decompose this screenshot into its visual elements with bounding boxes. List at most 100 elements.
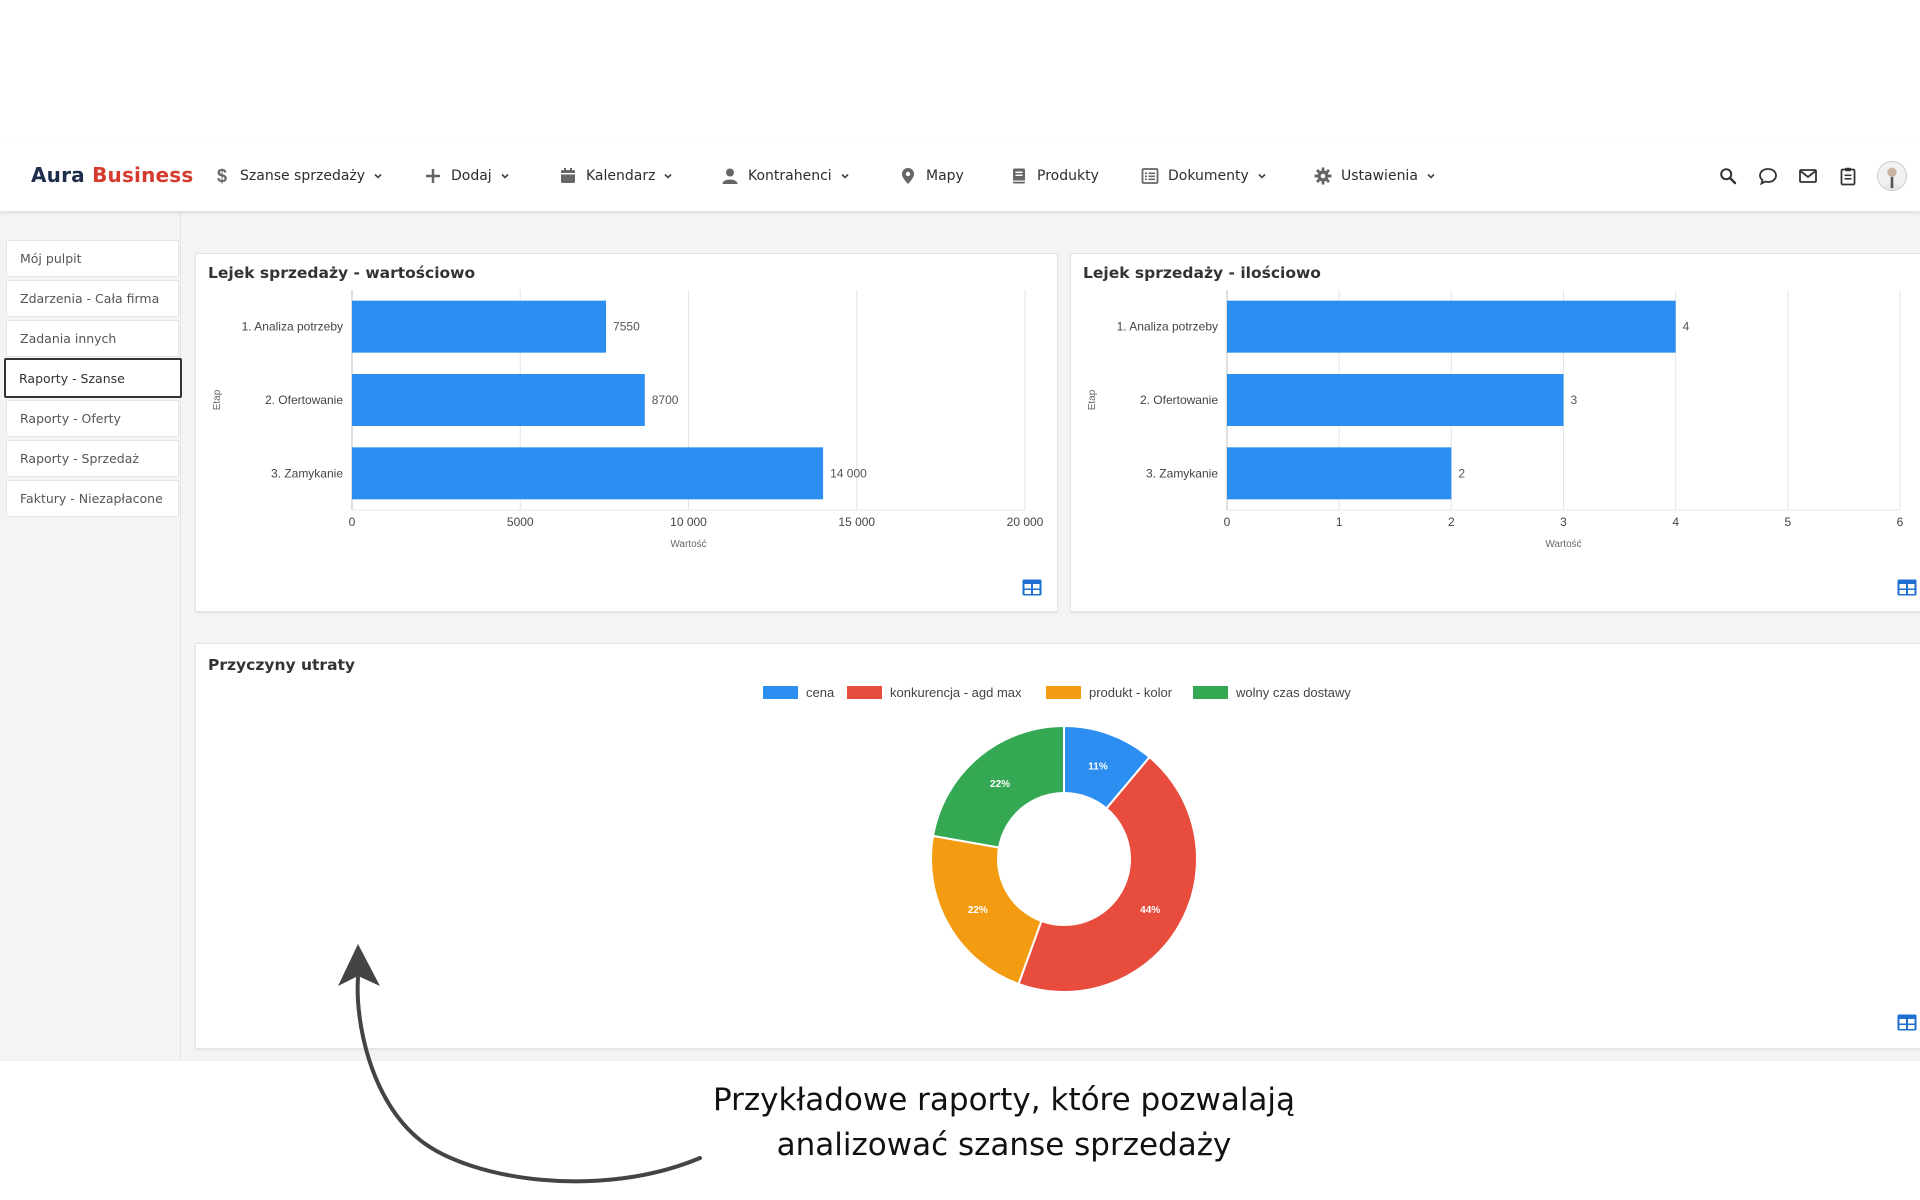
nav-label: Mapy [926, 168, 964, 184]
avatar[interactable] [1877, 161, 1907, 191]
slice-label: 44% [1140, 905, 1160, 916]
donut-slice [1017, 755, 1198, 993]
category-label: 1. Analiza potrzeby [1117, 320, 1218, 334]
wartosc-bar [352, 300, 607, 353]
ilosc-bar [1227, 374, 1564, 426]
donut-chart-przyczyny-utraty: cena konkurencja - agd max produkt - kolor… [763, 685, 1351, 993]
nav-dokumenty[interactable]: Dokumenty [1140, 163, 1267, 189]
plus-icon [423, 166, 443, 186]
sidebar-item-label: Faktury - Niezapłacone [20, 491, 163, 506]
nav-kontrahenci[interactable]: Kontrahenci [720, 163, 850, 189]
bar-chart-ilosciowo: 0 1 2 3 4 5 6 1. Analiza potrzeby 4 2. Ofertowani… [1087, 290, 1904, 550]
wartosc-bar [352, 374, 645, 426]
category-label: 1. Analiza potrzeby [242, 320, 343, 334]
chevron-down-icon [500, 171, 510, 181]
sidebar-item-zdarzenia[interactable]: Zdarzenia - Cała firma [6, 280, 179, 317]
chevron-down-icon [373, 171, 383, 181]
sidebar-item-raporty-szanse[interactable]: Raporty - Szanse [4, 358, 182, 398]
nav-label: Dokumenty [1168, 168, 1249, 184]
wartosc-bar [352, 447, 824, 500]
table-view-icon[interactable] [1897, 1014, 1917, 1036]
x-tick-label: 2 [1448, 515, 1455, 529]
sidebar-item-zadania-innych[interactable]: Zadania innych [6, 320, 179, 357]
nav-mapy[interactable]: Mapy [898, 163, 964, 189]
chart-card-ilosciowo: Lejek sprzedaży - ilościowo 0 1 2 3 4 5 6 1. An… [1070, 253, 1920, 612]
donut-slice [930, 834, 1043, 986]
sidebar-item-raporty-sprzedaz[interactable]: Raporty - Sprzedaż [6, 440, 179, 477]
card-title: Lejek sprzedaży - wartościowo [208, 264, 476, 282]
slice-label: 22% [990, 779, 1010, 790]
value-label: 8700 [652, 393, 679, 407]
chat-icon[interactable] [1755, 163, 1781, 189]
x-tick-label: 6 [1897, 515, 1904, 529]
ilosc-bar [1227, 300, 1676, 353]
legend-label: produkt - kolor [1089, 685, 1173, 700]
chevron-down-icon [1257, 171, 1267, 181]
sidebar-item-label: Zdarzenia - Cała firma [20, 291, 160, 306]
top-navbar: Aura Business $ Szanse sprzedaży Dodaj K… [0, 141, 1920, 211]
legend-swatch [847, 686, 882, 699]
x-tick-label: 15 000 [838, 515, 875, 529]
search-icon[interactable] [1715, 163, 1741, 189]
x-tick-label: 10 000 [670, 515, 707, 529]
clipboard-icon[interactable] [1835, 163, 1861, 189]
sidebar-item-label: Raporty - Sprzedaż [20, 451, 139, 466]
category-label: 2. Ofertowanie [265, 393, 343, 407]
card-title: Lejek sprzedaży - ilościowo [1083, 264, 1321, 282]
legend-swatch [1193, 686, 1228, 699]
sidebar-item-faktury-niezaplacone[interactable]: Faktury - Niezapłacone [6, 480, 179, 517]
map-pin-icon [898, 166, 918, 186]
nav-label: Ustawienia [1341, 168, 1418, 184]
nav-label: Kontrahenci [748, 168, 832, 184]
value-label: 7550 [613, 320, 640, 334]
mail-icon[interactable] [1795, 163, 1821, 189]
nav-ustawienia[interactable]: Ustawienia [1313, 163, 1436, 189]
nav-label: Szanse sprzedaży [240, 168, 366, 184]
legend-label: cena [806, 685, 835, 700]
gear-icon [1313, 166, 1333, 186]
chart-card-przyczyny-utraty: Przyczyny utraty cena konkurencja - agd m… [195, 643, 1920, 1049]
x-axis-title: Wartość [1545, 539, 1581, 550]
legend-label: konkurencja - agd max [890, 685, 1022, 700]
table-view-icon[interactable] [1897, 579, 1917, 601]
slice-label: 11% [1088, 762, 1108, 773]
legend-swatch [763, 686, 798, 699]
nav-kalendarz[interactable]: Kalendarz [558, 163, 673, 189]
legend-label: wolny czas dostawy [1235, 685, 1351, 700]
x-tick-label: 0 [349, 515, 356, 529]
sidebar-item-moj-pulpit[interactable]: Mój pulpit [6, 240, 179, 277]
x-tick-label: 5 [1784, 515, 1791, 529]
caption: Przykładowe raporty, które pozwalają ana… [560, 1078, 1448, 1168]
category-label: 2. Ofertowanie [1140, 393, 1218, 407]
person-icon [720, 166, 740, 186]
sidebar-item-label: Mój pulpit [20, 251, 82, 266]
list-icon [1140, 166, 1160, 186]
x-tick-label: 1 [1336, 515, 1343, 529]
x-tick-label: 3 [1560, 515, 1567, 529]
nav-label: Produkty [1037, 168, 1099, 184]
dollar-icon: $ [212, 166, 232, 186]
sidebar-item-label: Zadania innych [20, 331, 117, 346]
value-label: 4 [1683, 320, 1690, 334]
y-axis-title: Etap [1087, 389, 1098, 410]
x-tick-label: 4 [1672, 515, 1679, 529]
chevron-down-icon [1426, 171, 1436, 181]
sidebar-item-label: Raporty - Oferty [20, 411, 121, 426]
brand-logo[interactable]: Aura Business [31, 163, 194, 187]
nav-dodaj[interactable]: Dodaj [423, 163, 510, 189]
category-label: 3. Zamykanie [1146, 466, 1218, 480]
sidebar-item-raporty-oferty[interactable]: Raporty - Oferty [6, 400, 179, 437]
bar-chart-wartosciowo: 0 5000 10 000 15 000 20 000 1. Analiza potrze… [212, 290, 1044, 550]
table-view-icon[interactable] [1022, 579, 1042, 601]
sidebar: Mój pulpit Zdarzenia - Cała firma Zadani… [0, 211, 182, 1061]
ilosc-bar [1227, 447, 1452, 500]
nav-produkty[interactable]: Produkty [1009, 163, 1099, 189]
svg-text:$: $ [217, 166, 227, 186]
nav-szanse-sprzedazy[interactable]: $ Szanse sprzedaży [212, 163, 383, 189]
calendar-icon [558, 166, 578, 186]
chart-card-wartosciowo: Lejek sprzedaży - wartościowo 0 5000 10 00… [195, 253, 1058, 612]
chevron-down-icon [663, 171, 673, 181]
value-label: 3 [1571, 393, 1578, 407]
x-tick-label: 0 [1224, 515, 1231, 529]
category-label: 3. Zamykanie [271, 466, 343, 480]
